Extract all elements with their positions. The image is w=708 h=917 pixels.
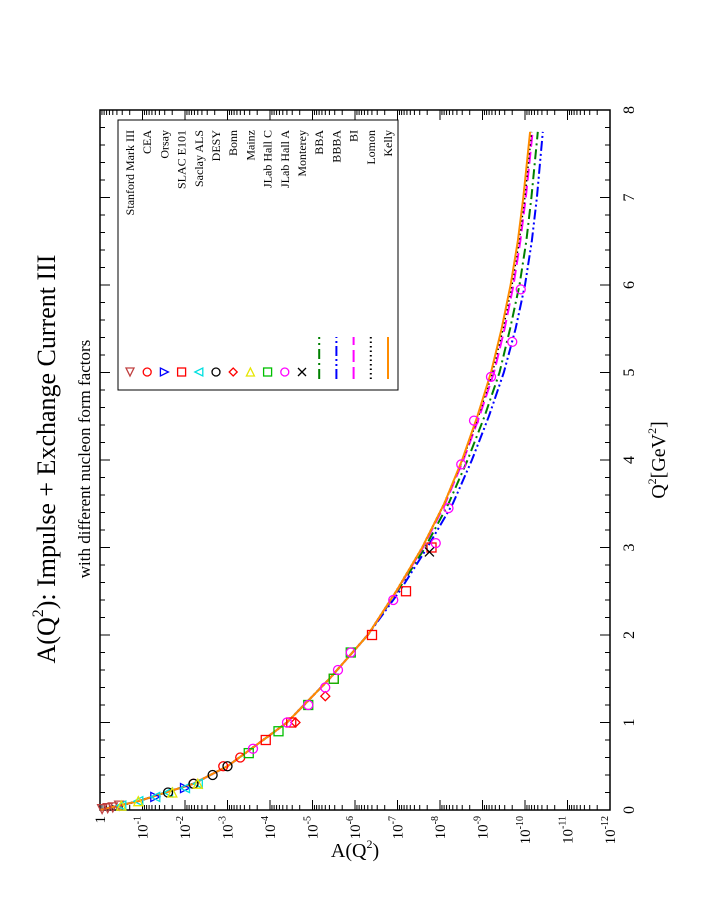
point-slac-e101: [366, 629, 378, 641]
legend-marker: [228, 367, 239, 377]
legend-label: Mainz: [243, 130, 257, 161]
x-tick-label: 5: [621, 369, 638, 377]
point-jlab-hall-a: [507, 336, 518, 348]
x-tick-label: 4: [621, 456, 638, 464]
point-mainz: [166, 786, 178, 798]
axis-ticks: 0 1 2 3 4 5 6 7 8 1 10-1 10-2 10-3 10-4 10-5 10-6 10-7 10…: [93, 106, 638, 844]
legend: Stanford Mark III CEA Orsay SLAC E101 Saclay…: [117, 119, 399, 391]
x-tick-label: 2: [621, 631, 638, 639]
legend-label: BBBA: [329, 130, 343, 163]
y-tick-label: 10-4: [260, 816, 279, 839]
point-mainz: [132, 795, 144, 807]
legend-label: Kelly: [381, 130, 395, 157]
x-axis-label: Q2[GeV2]: [645, 421, 670, 499]
legend-marker: [193, 366, 204, 378]
point-cea: [218, 761, 229, 772]
legend-label: JLab Hall A: [278, 130, 292, 188]
point-jlab-hall-a: [388, 594, 399, 606]
point-slac-e101: [260, 734, 271, 746]
legend-marker: [280, 367, 290, 377]
data-points: [96, 284, 526, 816]
legend-label: DESY: [209, 130, 223, 162]
x-tick-label: 1: [621, 719, 638, 727]
chart-rotated: A(Q2): Impulse + Exchange Current III wi…: [30, 106, 670, 862]
legend-label: BI: [347, 130, 361, 142]
legend-label: JLab Hall C: [261, 130, 275, 188]
legend-marker: [297, 367, 307, 377]
legend-label: CEA: [140, 130, 154, 154]
point-mainz: [192, 777, 204, 789]
x-tick-label: 0: [621, 806, 638, 814]
legend-label: Monterey: [295, 130, 309, 177]
point-bonn: [319, 690, 331, 702]
point-slac-e101: [400, 586, 412, 597]
x-tick-label: 8: [621, 106, 638, 114]
x-tick-label: 3: [621, 544, 638, 552]
y-tick-label: 10-1: [133, 816, 152, 839]
point-jlab-hall-a: [456, 459, 467, 470]
legend-box: [117, 119, 399, 391]
x-tick-label: 6: [621, 281, 638, 289]
y-tick-label: 10-5: [303, 816, 322, 839]
point-saclay-als: [179, 782, 191, 794]
x-tick-label: 7: [621, 194, 638, 202]
legend-marker: [142, 367, 152, 377]
legend-marker: [124, 367, 136, 378]
y-tick-label: 10-8: [430, 816, 449, 839]
point-bonn: [290, 717, 301, 728]
legend-marker: [159, 366, 170, 378]
point-desy: [207, 769, 218, 781]
legend-label: Stanford Mark III: [123, 130, 137, 215]
y-axis-label: A(Q2): [331, 837, 379, 862]
point-jlab-hall-a: [345, 647, 356, 658]
point-jlab-hall-a: [281, 717, 293, 728]
chart-subtitle: with different nucleon form factors: [75, 340, 94, 579]
point-jlab-hall-a: [303, 699, 314, 711]
point-jlab-hall-a: [485, 371, 497, 383]
point-saclay-als: [115, 800, 127, 812]
point-jlab-hall-a: [332, 664, 344, 676]
y-tick-label: 1: [93, 816, 109, 824]
point-jlab-hall-a: [515, 284, 526, 295]
point-jlab-hall-a: [443, 502, 454, 514]
y-tick-label: 10-2: [175, 816, 194, 839]
y-tick-label: 10-12: [600, 816, 619, 844]
legend-label: Orsay: [157, 130, 171, 159]
y-tick-label: 10-10: [515, 816, 534, 844]
point-monterey: [424, 546, 435, 557]
curve-kelly: [99, 131, 532, 811]
point-jlab-hall-a: [468, 415, 480, 426]
point-jlab-hall-a: [320, 682, 331, 693]
chart-title: A(Q2): Impulse + Exchange Current III: [30, 255, 61, 664]
legend-label: BBA: [312, 130, 326, 155]
point-stanford-mark-iii: [107, 802, 119, 814]
point-stanford-mark-iii: [96, 803, 108, 816]
y-tick-label: 10-9: [473, 816, 492, 839]
y-tick-label: 10-11: [558, 816, 577, 844]
legend-label: Saclay ALS: [192, 130, 206, 187]
y-tick-label: 10-7: [388, 816, 407, 839]
point-stanford-mark-iii: [102, 803, 114, 815]
point-jlab-hall-c: [328, 673, 339, 684]
point-slac-e101: [286, 717, 297, 728]
point-jlab-hall-a: [430, 537, 441, 549]
y-tick-label: 10-6: [345, 816, 364, 839]
point-desy: [222, 761, 233, 772]
legend-marker: [211, 367, 221, 377]
point-saclay-als: [132, 795, 144, 807]
legend-marker: [262, 367, 273, 377]
legend-marker: [176, 367, 187, 377]
point-jlab-hall-a: [247, 743, 259, 754]
point-saclay-als: [149, 791, 161, 803]
legend-marker: [245, 366, 256, 377]
point-jlab-hall-c: [273, 726, 284, 737]
model-curves: [99, 131, 544, 811]
legend-label: Lomon: [364, 130, 378, 165]
legend-label: Bonn: [226, 130, 240, 156]
y-tick-label: 10-3: [218, 816, 237, 839]
legend-label: SLAC E101: [175, 130, 189, 189]
point-mainz: [115, 799, 127, 811]
